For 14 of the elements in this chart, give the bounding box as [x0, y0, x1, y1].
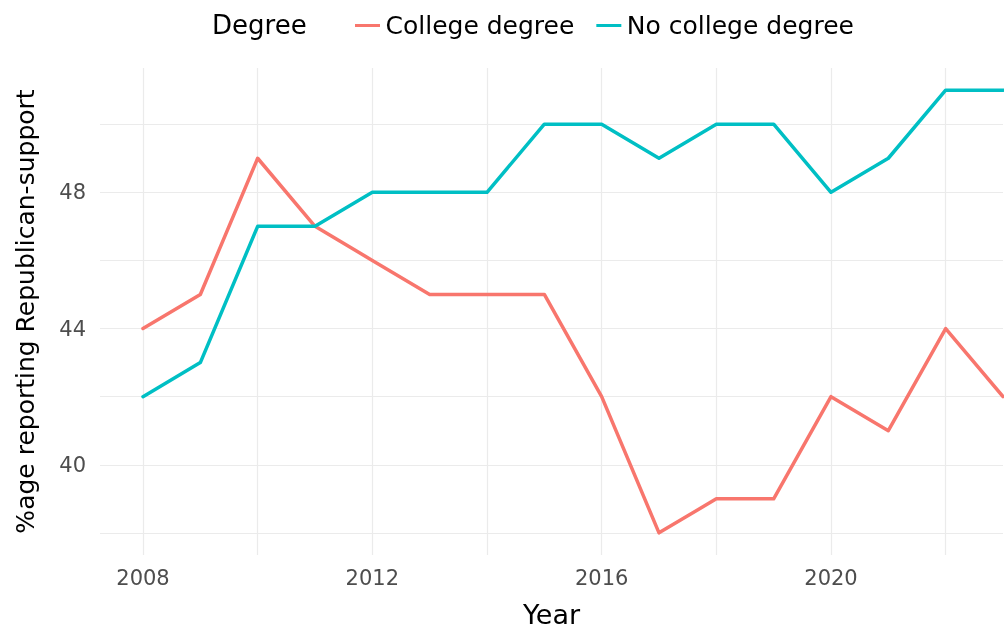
x-tick-label: 2020: [804, 565, 858, 590]
x-tick-label: 2012: [345, 565, 400, 590]
legend-label: No college degree: [626, 11, 854, 40]
line-series: [141, 88, 1004, 399]
legend-label: College degree: [385, 11, 575, 40]
x-axis-title: Year: [521, 599, 581, 630]
y-tick-label: 44: [59, 316, 86, 341]
y-axis-title: %age reporting Republican-support: [11, 89, 40, 534]
x-tick-label: 2008: [116, 565, 170, 590]
y-tick-label: 48: [59, 180, 86, 205]
line-series: [141, 156, 1004, 535]
x-tick-label: 2016: [574, 565, 629, 590]
y-tick-label: 40: [59, 452, 86, 477]
legend-title: Degree: [212, 10, 307, 40]
